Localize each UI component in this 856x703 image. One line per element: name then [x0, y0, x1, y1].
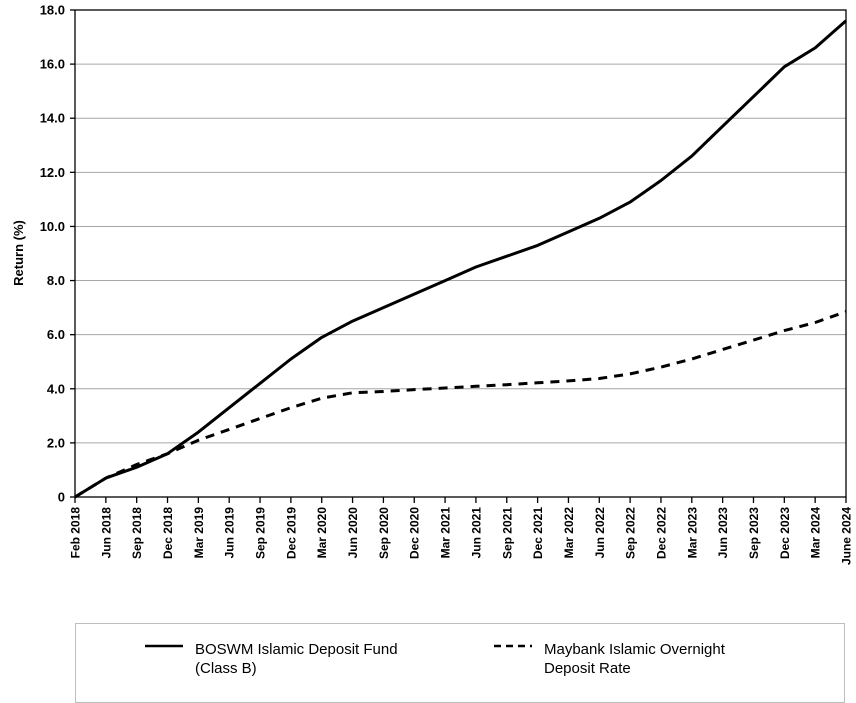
x-tick-label: Dec 2020: [408, 507, 422, 559]
plot-area-frame: [74, 9, 847, 498]
y-tick-label: 14.0: [40, 111, 65, 126]
x-tick-label: Jun 2018: [99, 507, 113, 559]
series-line-fund: [74, 19, 847, 499]
legend-item-benchmark: Maybank Islamic Overnight Deposit Rate: [494, 640, 725, 678]
x-tick-label: Jun 2022: [593, 507, 607, 559]
x-tick-label: Dec 2021: [531, 507, 545, 559]
x-tick-label: Dec 2022: [654, 507, 668, 559]
y-tick-label: 8.0: [47, 273, 65, 288]
y-axis-ticks: 0 2.0 4.0 6.0 8.0 10.0 12.0 14.0 16.0 18.0: [40, 3, 75, 505]
x-tick-label: Jun 2021: [469, 507, 483, 559]
legend-item-fund: BOSWM Islamic Deposit Fund (Class B): [145, 640, 398, 678]
x-tick-label: Sep 2021: [500, 507, 514, 559]
y-tick-label: 16.0: [40, 57, 65, 72]
y-tick-label: 12.0: [40, 165, 65, 180]
x-tick-label: Jun 2023: [716, 507, 730, 559]
x-tick-label: Feb 2018: [69, 507, 83, 559]
x-tick-label: June 2024: [840, 507, 854, 565]
x-tick-label: Mar 2022: [562, 507, 576, 559]
x-tick-label: Jun 2019: [223, 507, 237, 559]
gridlines: [75, 63, 846, 444]
x-tick-label: Mar 2020: [315, 507, 329, 559]
series-line-benchmark: [74, 310, 847, 499]
x-tick-label: Mar 2023: [685, 507, 699, 559]
x-tick-label: Sep 2019: [254, 507, 268, 559]
x-tick-label: Sep 2023: [747, 507, 761, 559]
x-tick-label: Jun 2020: [346, 507, 360, 559]
y-tick-label: 6.0: [47, 327, 65, 342]
y-tick-label: 10.0: [40, 219, 65, 234]
x-tick-label: Dec 2018: [161, 507, 175, 559]
y-tick-label: 2.0: [47, 435, 65, 450]
x-tick-label: Sep 2020: [377, 507, 391, 559]
legend-swatch-solid: [145, 644, 183, 648]
x-tick-label: Dec 2023: [778, 507, 792, 559]
x-tick-label: Sep 2022: [624, 507, 638, 559]
series-lines: [74, 19, 847, 499]
y-tick-label: 0: [58, 490, 65, 505]
x-axis-ticks: Feb 2018 Jun 2018 Sep 2018 Dec 2018 Mar 2019…: [69, 497, 854, 565]
legend-label-benchmark: Maybank Islamic Overnight Deposit Rate: [544, 641, 725, 677]
y-axis-title: Return (%): [11, 220, 26, 286]
x-tick-label: Mar 2019: [192, 507, 206, 559]
y-tick-label: 18.0: [40, 3, 65, 18]
legend-label-fund: BOSWM Islamic Deposit Fund (Class B): [195, 641, 398, 677]
x-tick-label: Sep 2018: [130, 507, 144, 559]
x-tick-label: Mar 2024: [809, 507, 823, 559]
x-tick-label: Dec 2019: [284, 507, 298, 559]
x-tick-label: Mar 2021: [439, 507, 453, 559]
y-tick-label: 4.0: [47, 381, 65, 396]
legend-swatch-dashed: [494, 644, 532, 648]
legend: BOSWM Islamic Deposit Fund (Class B) May…: [75, 623, 845, 703]
